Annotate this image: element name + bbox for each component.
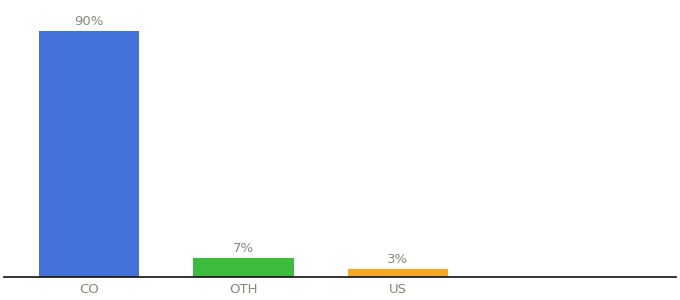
- Text: 90%: 90%: [74, 15, 104, 28]
- Bar: [193, 258, 294, 277]
- Text: 7%: 7%: [233, 242, 254, 255]
- Text: 3%: 3%: [388, 253, 409, 266]
- Bar: [347, 269, 448, 277]
- Bar: [39, 32, 139, 277]
